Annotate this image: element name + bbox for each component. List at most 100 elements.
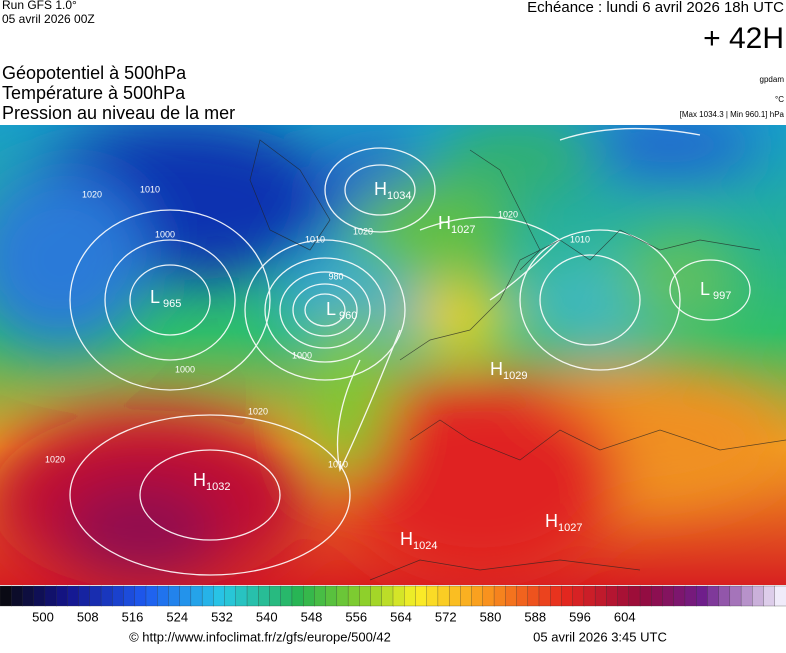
colorbar-swatch — [426, 585, 439, 607]
run-label: Run GFS 1.0° — [2, 0, 77, 12]
colorbar-swatch — [280, 585, 293, 607]
colorbar-swatch — [224, 585, 237, 607]
center-kind: H — [374, 179, 387, 199]
center-kind: H — [193, 470, 206, 490]
colorbar-swatch — [123, 585, 136, 607]
colorbar-label: 516 — [122, 609, 144, 624]
isobar-label: 1000 — [155, 229, 175, 239]
colorbar-swatch — [213, 585, 226, 607]
colorbar-label: 604 — [614, 609, 636, 624]
isobar-label: 1020 — [248, 406, 268, 416]
colorbar-swatch — [246, 585, 259, 607]
colorbar-swatch — [33, 585, 46, 607]
colorbar-swatch — [0, 585, 12, 607]
isobar-label: 1020 — [498, 209, 518, 219]
center-value: 1027 — [558, 522, 582, 534]
colorbar-label: 508 — [77, 609, 99, 624]
colorbar-swatch — [359, 585, 372, 607]
legend-line: Température à 500hPa — [2, 83, 186, 103]
colorbar-swatch — [325, 585, 338, 607]
colorbar-swatch — [336, 585, 349, 607]
legend-line: Géopotentiel à 500hPa — [2, 63, 187, 83]
colorbar-swatch — [707, 585, 720, 607]
colorbar-swatch — [437, 585, 450, 607]
colorbar-swatch — [774, 585, 786, 607]
colorbar-swatch — [684, 585, 697, 607]
center-kind: L — [150, 287, 160, 307]
echeance: Echéance : lundi 6 avril 2026 18h UTC — [527, 0, 784, 16]
colorbar-label: 556 — [345, 609, 367, 624]
colorbar-swatch — [662, 585, 675, 607]
isobar-label: 1000 — [292, 350, 312, 360]
footer-date: 05 avril 2026 3:45 UTC — [533, 629, 667, 644]
isobar-label: 1020 — [45, 454, 65, 464]
isobar-label: 1010 — [570, 234, 590, 244]
isobar-label: 1010 — [328, 459, 348, 469]
colorbar-swatch — [258, 585, 271, 607]
unit: °C — [775, 95, 784, 104]
colorbar-swatch — [538, 585, 551, 607]
colorbar-swatch — [550, 585, 563, 607]
colorbar-swatch — [67, 585, 80, 607]
colorbar-swatch — [44, 585, 57, 607]
colorbar-swatch — [392, 585, 405, 607]
colorbar-swatch — [763, 585, 776, 607]
center-kind: H — [545, 511, 558, 531]
colorbar-swatch — [291, 585, 304, 607]
colorbar-swatch — [11, 585, 24, 607]
colorbar-label: 500 — [32, 609, 54, 624]
colorbar-swatch — [157, 585, 170, 607]
colorbar-label: 572 — [435, 609, 457, 624]
center-value: 1027 — [451, 224, 475, 236]
center-value: 965 — [163, 298, 181, 310]
run-date: 05 avril 2026 00Z — [2, 12, 95, 26]
colorbar-label: 532 — [211, 609, 233, 624]
colorbar-swatch — [572, 585, 585, 607]
colorbar-swatch — [112, 585, 125, 607]
colorbar-swatch — [594, 585, 607, 607]
colorbar-swatch — [55, 585, 69, 607]
center-kind: L — [700, 279, 710, 299]
colorbar-swatch — [269, 585, 282, 607]
colorbar-label: 580 — [480, 609, 502, 624]
colorbar-swatch — [314, 585, 327, 607]
colorbar-swatch — [89, 585, 102, 607]
footer-url: © http://www.infoclimat.fr/z/gfs/europe/… — [129, 629, 391, 644]
colorbar-label: 540 — [256, 609, 278, 624]
isobar-label: 1020 — [82, 189, 102, 199]
colorbar-swatch — [617, 585, 630, 607]
colorbar-swatch — [628, 585, 641, 607]
center-value: 1032 — [206, 481, 230, 493]
colorbar-swatch — [179, 585, 192, 607]
colorbar-label: 548 — [301, 609, 323, 624]
center-value: 960 — [339, 310, 357, 322]
center-value: 997 — [713, 290, 731, 302]
colorbar-swatch — [347, 585, 360, 607]
colorbar-swatch — [415, 585, 428, 607]
center-kind: H — [400, 529, 413, 549]
isobar-label: 1010 — [140, 184, 160, 194]
colorbar-swatch — [482, 585, 495, 607]
isobar-label: 1000 — [175, 364, 195, 374]
colorbar-swatch — [78, 585, 91, 607]
colorbar-swatch — [22, 585, 35, 607]
colorbar-swatch — [752, 585, 765, 607]
colorbar-swatch — [201, 585, 214, 607]
colorbar-swatch — [606, 585, 619, 607]
colorbar: 500 508 516 524 532 540 548 556 564 572 580 588 596 6… — [0, 585, 786, 624]
colorbar-swatch — [527, 585, 540, 607]
colorbar-swatch — [651, 585, 664, 607]
colorbar-swatch — [740, 585, 753, 607]
colorbar-swatch — [718, 585, 731, 607]
colorbar-label: 588 — [524, 609, 546, 624]
colorbar-swatch — [190, 585, 203, 607]
isobar-label: 1010 — [305, 234, 325, 244]
colorbar-label: 564 — [390, 609, 412, 624]
colorbar-swatch — [729, 585, 742, 607]
colorbar-swatch — [404, 585, 417, 607]
colorbar-swatch — [448, 585, 462, 607]
colorbar-swatch — [561, 585, 574, 607]
colorbar-swatch — [460, 585, 473, 607]
colorbar-swatch — [583, 585, 596, 607]
colorbar-swatch — [639, 585, 652, 607]
